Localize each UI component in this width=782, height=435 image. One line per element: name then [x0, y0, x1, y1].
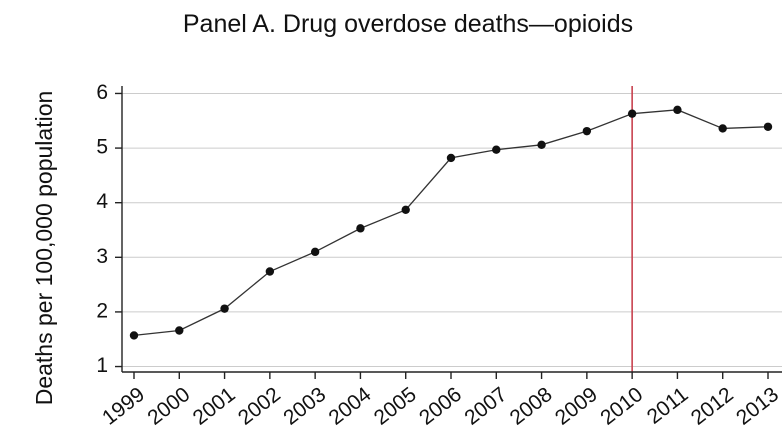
chart-title: Panel A. Drug overdose deaths—opioids	[183, 10, 633, 38]
y-tick-label: 6	[96, 81, 108, 104]
series-group	[129, 105, 773, 340]
data-point-2012	[718, 124, 727, 133]
x-tick-label: 1999	[98, 383, 149, 430]
x-tick-label: 2005	[370, 383, 421, 430]
data-point-2009	[582, 126, 592, 136]
grid-lines	[122, 92, 782, 368]
x-tick-label: 2003	[279, 383, 330, 430]
x-tick-label: 2010	[596, 383, 647, 430]
x-tick-label: 2004	[325, 383, 376, 430]
data-point-1999	[129, 331, 139, 340]
y-axis-label: Deaths per 100,000 population	[31, 91, 57, 406]
data-point-2013	[763, 122, 773, 131]
data-point-2001	[220, 304, 229, 313]
x-tick-label: 2012	[687, 383, 738, 430]
x-tick-label: 2013	[732, 383, 782, 430]
data-point-2004	[356, 224, 365, 233]
y-axis: 1 2 3 4 5 6	[96, 81, 123, 377]
x-tick-label: 2006	[415, 383, 466, 430]
x-tick-label: 2000	[143, 383, 194, 430]
data-point-2000	[175, 326, 184, 335]
data-point-2005	[401, 205, 410, 214]
data-point-2002	[265, 267, 275, 276]
x-tick-label: 2009	[551, 383, 602, 430]
data-point-2010	[627, 109, 637, 118]
y-tick-label: 2	[96, 299, 108, 322]
data-point-2006	[446, 153, 456, 163]
x-tick-label: 2007	[460, 383, 511, 430]
y-tick-label: 1	[96, 354, 108, 377]
x-tick-label: 2001	[189, 383, 240, 430]
x-tick-label: 2011	[643, 383, 693, 429]
data-point-2003	[310, 247, 320, 257]
x-tick-label: 2002	[234, 383, 285, 430]
data-point-2007	[492, 145, 501, 154]
x-axis: 1999200020012002200320042005200620072008…	[98, 371, 782, 430]
series-line	[133, 109, 769, 337]
data-point-2011	[673, 105, 682, 115]
x-tick-label: 2008	[506, 383, 557, 430]
y-tick-label: 3	[96, 245, 108, 268]
data-point-2008	[537, 140, 546, 149]
y-tick-label: 4	[96, 190, 108, 213]
y-tick-label: 5	[96, 136, 108, 159]
